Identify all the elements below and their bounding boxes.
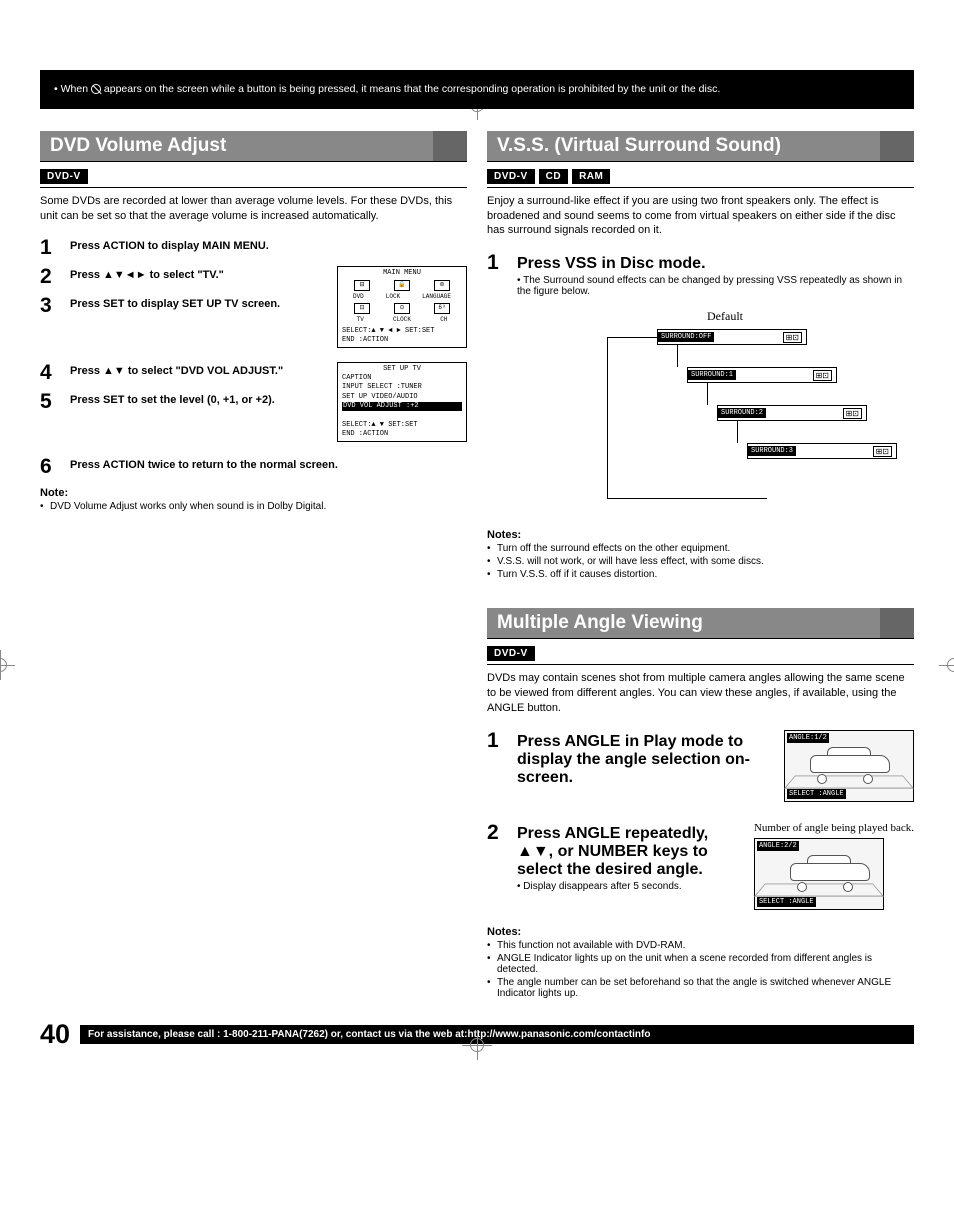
- note-item: The angle number can be set beforehand s…: [487, 977, 914, 999]
- step-text: Press ACTION twice to return to the norm…: [70, 456, 467, 477]
- angle-screen-2: ANGLE:2/2 SELECT :ANGLE: [754, 838, 884, 910]
- speaker-icon: ⊞⊡: [873, 446, 892, 457]
- note-heading: Notes:: [487, 926, 914, 938]
- note-item: This function not available with DVD-RAM…: [487, 940, 914, 951]
- step-text: Press ANGLE in Play mode to display the …: [517, 730, 774, 787]
- intro-text: Some DVDs are recorded at lower than ave…: [40, 194, 467, 224]
- badge-dvdv: DVD-V: [487, 646, 535, 661]
- note-heading: Note:: [40, 487, 467, 499]
- note-item: Turn off the surround effects on the oth…: [487, 543, 914, 554]
- step-number: 1: [40, 237, 62, 258]
- section-vss: V.S.S. (Virtual Surround Sound): [487, 131, 914, 162]
- top-warning-note: • When appears on the screen while a but…: [40, 70, 914, 109]
- step-number: 5: [40, 391, 62, 412]
- step-number: 4: [40, 362, 62, 383]
- page-number: 40: [40, 1019, 70, 1050]
- badge-ram: RAM: [572, 169, 610, 184]
- step-text: Press SET to display SET UP TV screen.: [70, 295, 327, 316]
- step-number: 2: [40, 266, 62, 287]
- badge-cd: CD: [539, 169, 568, 184]
- angle-caption: Number of angle being played back.: [754, 822, 914, 834]
- note-item: DVD Volume Adjust works only when sound …: [40, 501, 467, 512]
- speaker-icon: ⊞⊡: [843, 408, 862, 419]
- section-angle: Multiple Angle Viewing: [487, 608, 914, 639]
- step-number: 1: [487, 252, 509, 297]
- footer-assistance: For assistance, please call : 1-800-211-…: [80, 1025, 914, 1044]
- note-item: Turn V.S.S. off if it causes distortion.: [487, 569, 914, 580]
- prohibit-icon: [91, 84, 101, 94]
- step-number: 1: [487, 730, 509, 787]
- step-text: Press ▲▼◄► to select "TV.": [70, 266, 327, 287]
- step-text: Press VSS in Disc mode. • The Surround s…: [517, 252, 914, 297]
- note-heading: Notes:: [487, 529, 914, 541]
- step-text: Press SET to set the level (0, +1, or +2…: [70, 391, 327, 412]
- angle-screen-1: ANGLE:1/2 SELECT :ANGLE: [784, 730, 914, 802]
- note-item: ANGLE Indicator lights up on the unit wh…: [487, 953, 914, 975]
- intro-text: DVDs may contain scenes shot from multip…: [487, 671, 914, 716]
- step-number: 6: [40, 456, 62, 477]
- speaker-icon: ⊞⊡: [813, 370, 832, 381]
- vss-flow-diagram: Default SURROUND:OFF⊞⊡ SURROUND:1⊞⊡ SURR…: [487, 309, 914, 519]
- section-dvd-volume: DVD Volume Adjust: [40, 131, 467, 162]
- main-menu-mock: MAIN MENU ⊟🔒⊜ DVDLOCKLANGUAGE ⊡⊙6³ TVCLO…: [337, 266, 467, 348]
- step-text: Press ACTION to display MAIN MENU.: [70, 237, 467, 258]
- step-text: Press ▲▼ to select "DVD VOL ADJUST.": [70, 362, 327, 383]
- crop-mark: [462, 1030, 492, 1060]
- step-number: 2: [487, 822, 509, 892]
- speaker-icon: ⊞⊡: [783, 332, 802, 343]
- note-item: V.S.S. will not work, or will have less …: [487, 556, 914, 567]
- intro-text: Enjoy a surround-like effect if you are …: [487, 194, 914, 239]
- badge-dvdv: DVD-V: [487, 169, 535, 184]
- step-text: Press ANGLE repeatedly, ▲▼, or NUMBER ke…: [517, 822, 744, 892]
- badge-dvdv: DVD-V: [40, 169, 88, 184]
- step-number: 3: [40, 295, 62, 316]
- setup-menu-mock: SET UP TV CAPTION INPUT SELECT :TUNER SE…: [337, 362, 467, 442]
